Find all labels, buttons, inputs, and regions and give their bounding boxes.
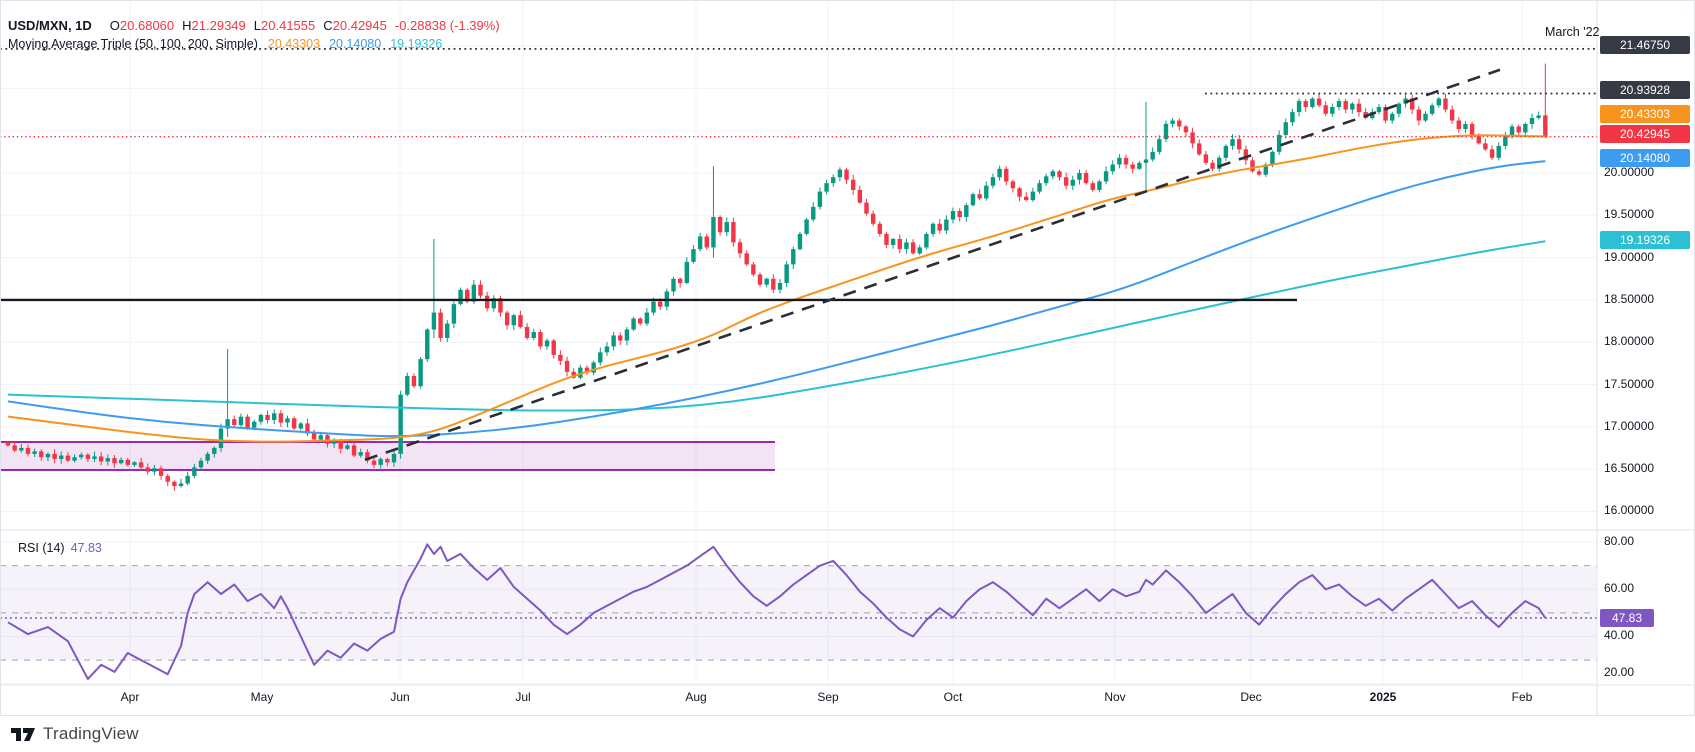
level-annotation-march22: March '22 [1545, 25, 1600, 39]
time-tick-label: Jul [515, 690, 531, 704]
time-tick-label: 2025 [1369, 690, 1397, 704]
rsi-tick-label: 20.00 [1604, 665, 1635, 679]
floating-price-label: 20.14080 [1600, 149, 1690, 167]
price-tick-label: 19.50000 [1604, 207, 1655, 222]
time-tick-label: Sep [817, 690, 839, 704]
time-tick-label: Feb [1511, 690, 1533, 704]
price-tick-label: 16.50000 [1604, 461, 1655, 476]
high-value: 21.29349 [191, 18, 246, 33]
indicator-legend-ma: Moving Average Triple (50, 100, 200, Sim… [8, 37, 451, 51]
tradingview-attribution[interactable]: TradingView [10, 721, 139, 747]
price-tick-label: 18.00000 [1604, 334, 1655, 349]
time-tick-label: Oct [943, 690, 963, 704]
floating-price-label: 19.19326 [1600, 231, 1690, 249]
time-tick-label: Dec [1240, 690, 1262, 704]
rsi-value: 47.83 [70, 541, 102, 555]
close-label: C [323, 18, 333, 33]
change-value: -0.28838 (-1.39%) [394, 18, 500, 33]
ma200-value: 19.19326 [390, 37, 443, 51]
tradingview-brand-text: TradingView [43, 724, 139, 743]
low-value: 20.41555 [261, 18, 316, 33]
time-tick-label: Jun [390, 690, 410, 704]
open-value: 20.68060 [119, 18, 175, 33]
low-label: L [253, 18, 262, 33]
floating-price-label: 47.83 [1600, 609, 1654, 627]
high-label: H [182, 18, 192, 33]
time-tick-label: Apr [120, 690, 140, 704]
rsi-tick-label: 80.00 [1604, 534, 1635, 549]
time-tick-label: Nov [1104, 690, 1126, 704]
price-tick-label: 17.50000 [1604, 376, 1655, 391]
tradingview-logo-icon [11, 728, 35, 741]
symbol-title[interactable]: USD/MXN, 1D [8, 18, 92, 33]
floating-price-label: 21.46750 [1600, 36, 1690, 54]
floating-price-label: 20.93928 [1600, 81, 1690, 99]
ma-indicator-title[interactable]: Moving Average Triple (50, 100, 200, Sim… [8, 37, 258, 51]
rsi-tick-label: 40.00 [1604, 628, 1635, 643]
price-tick-label: 19.00000 [1604, 249, 1655, 264]
rsi-title[interactable]: RSI (14) [18, 541, 65, 555]
price-tick-label: 20.00000 [1604, 165, 1655, 179]
open-label: O [109, 18, 120, 33]
floating-price-label: 20.42945 [1600, 125, 1690, 143]
price-tick-label: 16.00000 [1604, 503, 1655, 518]
ma100-value: 20.14080 [329, 37, 382, 51]
close-value: 20.42945 [332, 18, 387, 33]
symbol-info-bar: USD/MXN, 1D O20.68060 H21.29349 L20.41555 C2… [8, 18, 500, 33]
ma50-value: 20.43303 [267, 37, 321, 51]
time-tick-label: May [250, 690, 274, 704]
price-tick-label: 17.00000 [1604, 418, 1655, 433]
price-tick-label: 18.50000 [1604, 291, 1655, 306]
indicator-legend-rsi: RSI (14) 47.83 [18, 541, 102, 555]
time-tick-label: Aug [685, 690, 707, 704]
rsi-tick-label: 60.00 [1604, 581, 1635, 596]
floating-price-label: 20.43303 [1600, 105, 1690, 123]
